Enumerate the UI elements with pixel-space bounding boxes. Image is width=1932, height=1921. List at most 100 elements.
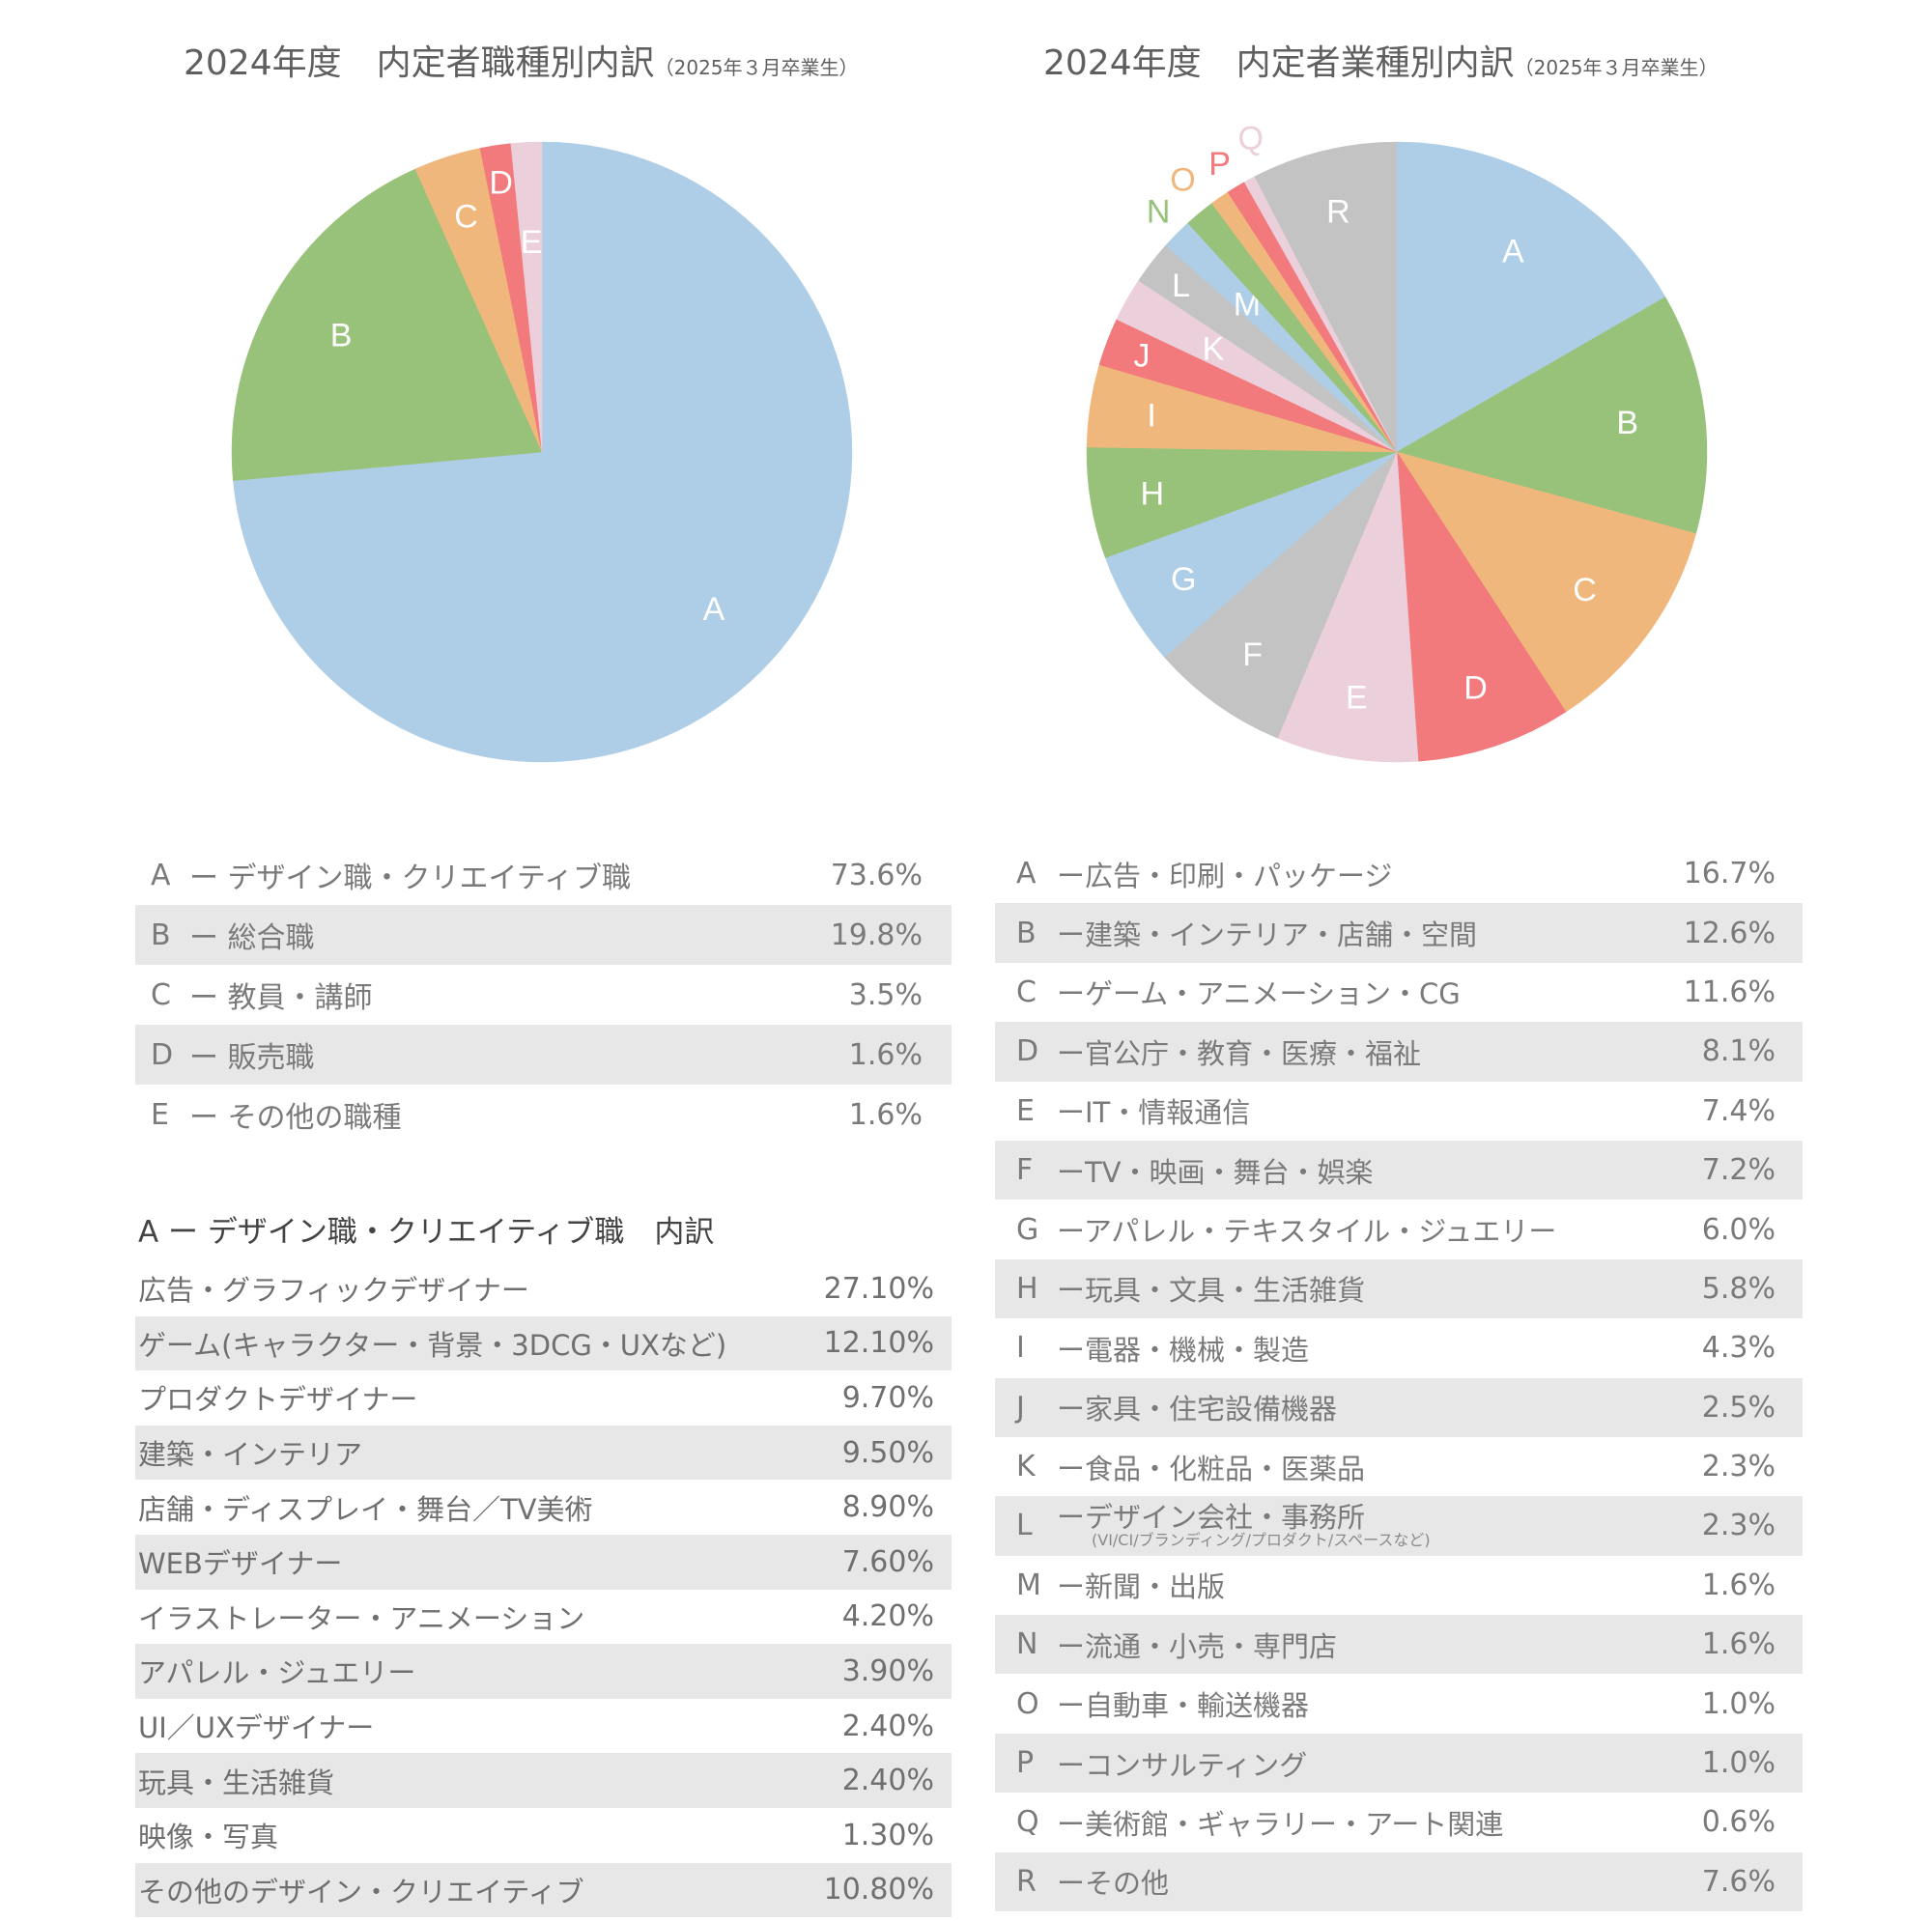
- row-percentage: 1.0%: [1701, 1746, 1776, 1781]
- job-type-row: B ー 総合職 19.8%: [135, 905, 952, 965]
- row-letter: O: [1016, 1686, 1039, 1721]
- job-pie-slice-e: [510, 141, 543, 453]
- industry-row: D ー官公庁・教育・医療・福祉 8.1%: [995, 1022, 1803, 1082]
- row-percentage: 4.3%: [1701, 1331, 1776, 1366]
- industry-row: O ー自動車・輸送機器 1.0%: [995, 1674, 1803, 1733]
- industry-pie-label-j: J: [1133, 338, 1150, 375]
- row-percentage: 2.3%: [1701, 1450, 1776, 1484]
- industry-row: F ーTV・映画・舞台・娯楽 7.2%: [995, 1140, 1803, 1201]
- industry-row: P ーコンサルティング 1.0%: [995, 1733, 1803, 1794]
- row-letter: A: [1016, 857, 1037, 891]
- row-percentage: 5.8%: [1701, 1271, 1776, 1306]
- row-label: ー玩具・文具・生活雑貨: [1057, 1274, 1366, 1308]
- row-percentage: 7.60%: [841, 1544, 934, 1579]
- industry-pie-label-c: C: [1573, 572, 1597, 608]
- industry-row: I ー電器・機械・製造 4.3%: [995, 1318, 1803, 1377]
- row-percentage: 19.8%: [830, 918, 923, 952]
- row-letter: E: [1016, 1093, 1035, 1128]
- job-chart-title-main: 2024年度 内定者職種別内訳: [184, 43, 655, 83]
- row-percentage: 7.2%: [1701, 1153, 1776, 1188]
- row-percentage: 8.90%: [841, 1490, 934, 1525]
- row-label: ゲーム(キャラクター・背景・3DCG・UXなど): [138, 1328, 727, 1362]
- row-letter: M: [1016, 1568, 1041, 1602]
- row-label: 広告・グラフィックデザイナー: [138, 1274, 529, 1308]
- row-label: WEBデザイナー: [138, 1547, 343, 1581]
- design-breakdown-row: 建築・インテリア 9.50%: [135, 1425, 952, 1481]
- row-letter: E: [151, 1097, 169, 1132]
- design-breakdown-row: 玩具・生活雑貨 2.40%: [135, 1753, 952, 1808]
- row-label: ー建築・インテリア・店舗・空間: [1057, 918, 1478, 952]
- row-percentage: 1.6%: [1701, 1627, 1776, 1662]
- row-letter: B: [1016, 916, 1037, 950]
- row-label: ー電器・機械・製造: [1057, 1333, 1310, 1367]
- industry-pie-label-i: I: [1147, 397, 1155, 434]
- row-label: アパレル・ジュエリー: [138, 1656, 416, 1690]
- design-breakdown-row: WEBデザイナー 7.60%: [135, 1534, 952, 1590]
- job-pie-slice-a: [233, 141, 853, 763]
- job-pie-label-b: B: [330, 318, 353, 354]
- design-breakdown-row: UI／UXデザイナー 2.40%: [135, 1699, 952, 1754]
- row-letter: R: [1016, 1864, 1037, 1899]
- industry-chart-title-main: 2024年度 内定者業種別内訳: [1043, 43, 1515, 83]
- industry-pie-label-n: N: [1147, 193, 1171, 230]
- row-label: ーデザイン会社・事務所: [1057, 1501, 1366, 1535]
- row-percentage: 1.6%: [1701, 1568, 1776, 1602]
- industry-pie-label-l: L: [1172, 268, 1190, 304]
- industry-row: B ー建築・インテリア・店舗・空間 12.6%: [995, 903, 1803, 963]
- row-percentage: 6.0%: [1701, 1212, 1776, 1247]
- industry-pie-slice-g: [1104, 451, 1398, 659]
- industry-pie-label-g: G: [1171, 561, 1196, 598]
- industry-pie-slice-e: [1277, 451, 1419, 763]
- row-percentage: 73.6%: [830, 858, 923, 892]
- row-label: 映像・写真: [138, 1821, 279, 1854]
- row-letter: N: [1016, 1627, 1038, 1662]
- row-percentage: 2.40%: [841, 1764, 934, 1798]
- row-percentage: 9.50%: [841, 1435, 934, 1470]
- row-letter: G: [1016, 1212, 1039, 1247]
- row-percentage: 2.40%: [841, 1709, 934, 1743]
- row-percentage: 12.10%: [823, 1326, 934, 1361]
- row-percentage: 4.20%: [841, 1599, 934, 1634]
- row-label: ー その他の職種: [189, 1101, 402, 1135]
- row-label: ーゲーム・アニメーション・CG: [1057, 977, 1461, 1011]
- industry-pie-slice-r: [1254, 141, 1398, 453]
- row-percentage: 8.1%: [1701, 1034, 1776, 1069]
- row-label: 建築・インテリア: [138, 1438, 363, 1472]
- industry-pie-label-a: A: [1502, 234, 1524, 270]
- job-pie-label-d: D: [489, 165, 513, 202]
- row-label: ー新聞・出版: [1057, 1570, 1226, 1604]
- row-label: ー デザイン職・クリエイティブ職: [189, 862, 632, 895]
- row-label: ーIT・情報通信: [1057, 1096, 1251, 1130]
- row-percentage: 3.5%: [848, 977, 923, 1012]
- industry-chart-subtitle: （2025年３月卒業生）: [1514, 56, 1719, 79]
- row-letter: C: [1016, 975, 1037, 1009]
- row-label: ー 総合職: [189, 921, 315, 955]
- row-label: ー自動車・輸送機器: [1057, 1689, 1310, 1723]
- row-label: ー 教員・講師: [189, 981, 373, 1015]
- row-label: ーTV・映画・舞台・娯楽: [1057, 1155, 1374, 1189]
- row-percentage: 1.6%: [848, 1037, 923, 1072]
- row-letter: C: [151, 977, 171, 1012]
- industry-pie-label-e: E: [1346, 679, 1368, 716]
- row-letter: D: [1016, 1034, 1039, 1069]
- row-percentage: 11.6%: [1683, 975, 1776, 1009]
- job-chart-subtitle: （2025年３月卒業生）: [654, 56, 859, 79]
- row-percentage: 7.4%: [1701, 1093, 1776, 1128]
- row-label: ー広告・印刷・パッケージ: [1057, 859, 1393, 892]
- row-label: ー美術館・ギャラリー・アート関連: [1057, 1807, 1504, 1841]
- industry-pie-label-b: B: [1616, 405, 1638, 441]
- job-type-row: E ー その他の職種 1.6%: [135, 1085, 952, 1144]
- industry-pie-label-h: H: [1140, 475, 1164, 512]
- row-letter: P: [1016, 1746, 1035, 1781]
- row-letter: F: [1016, 1153, 1034, 1188]
- industry-row: M ー新聞・出版 1.6%: [995, 1556, 1803, 1615]
- row-label: ー流通・小売・専門店: [1057, 1629, 1338, 1663]
- industry-pie-label-q: Q: [1237, 120, 1263, 156]
- row-percentage: 1.6%: [848, 1097, 923, 1132]
- row-percentage: 2.5%: [1701, 1390, 1776, 1425]
- industry-pie-slice-c: [1396, 451, 1696, 713]
- row-label: UI／UXデザイナー: [138, 1711, 375, 1745]
- industry-row: Q ー美術館・ギャラリー・アート関連 0.6%: [995, 1793, 1803, 1851]
- row-percentage: 2.3%: [1701, 1509, 1776, 1543]
- design-breakdown-row: 映像・写真 1.30%: [135, 1808, 952, 1863]
